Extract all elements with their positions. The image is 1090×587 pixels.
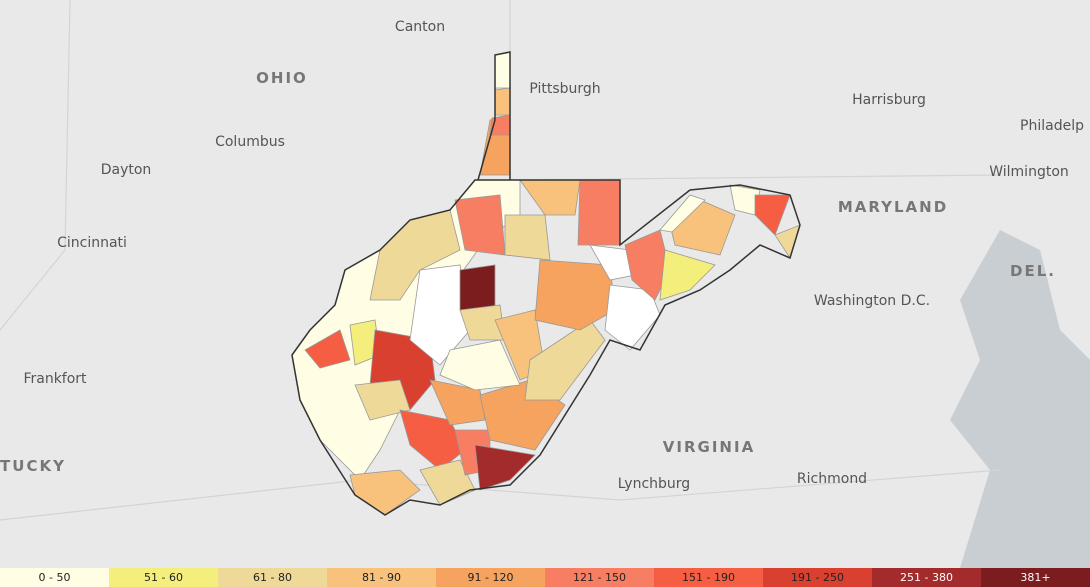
legend-item: 251 - 380 — [872, 568, 981, 587]
place-label: Washington D.C. — [814, 293, 930, 309]
place-label: Pittsburgh — [529, 81, 600, 97]
legend-item: 191 - 250 — [763, 568, 872, 587]
place-label: Harrisburg — [852, 92, 926, 108]
legend-item: 151 - 190 — [654, 568, 763, 587]
state — [291, 51, 801, 516]
legend-item: 121 - 150 — [545, 568, 654, 587]
region-label: TUCKY — [0, 457, 66, 475]
region-label: DEL. — [1010, 262, 1056, 280]
place-label: Lynchburg — [618, 476, 690, 492]
legend-item: 0 - 50 — [0, 568, 109, 587]
legend: 0 - 50 51 - 60 61 - 80 81 - 90 91 - 120 121 -… — [0, 568, 1090, 587]
region-label: MARYLAND — [838, 198, 948, 216]
legend-item: 81 - 90 — [327, 568, 436, 587]
place-label: Frankfort — [23, 371, 87, 387]
place-label: Richmond — [797, 471, 867, 487]
region-label: OHIO — [256, 69, 308, 87]
legend-item: 381+ — [981, 568, 1090, 587]
place-label: Philadelp — [1020, 118, 1084, 134]
legend-item: 61 - 80 — [218, 568, 327, 587]
place-label: Dayton — [101, 162, 152, 178]
place-label: Cincinnati — [57, 235, 127, 251]
place-label: Wilmington — [989, 164, 1069, 180]
place-label: Columbus — [215, 134, 285, 150]
legend-item: 51 - 60 — [109, 568, 218, 587]
map: Canton OHIO Pittsburgh Harrisburg Philadelp C… — [0, 0, 1090, 568]
place-label: Canton — [395, 19, 445, 35]
legend-item: 91 - 120 — [436, 568, 545, 587]
water — [950, 230, 1090, 568]
region-label: VIRGINIA — [663, 438, 755, 456]
